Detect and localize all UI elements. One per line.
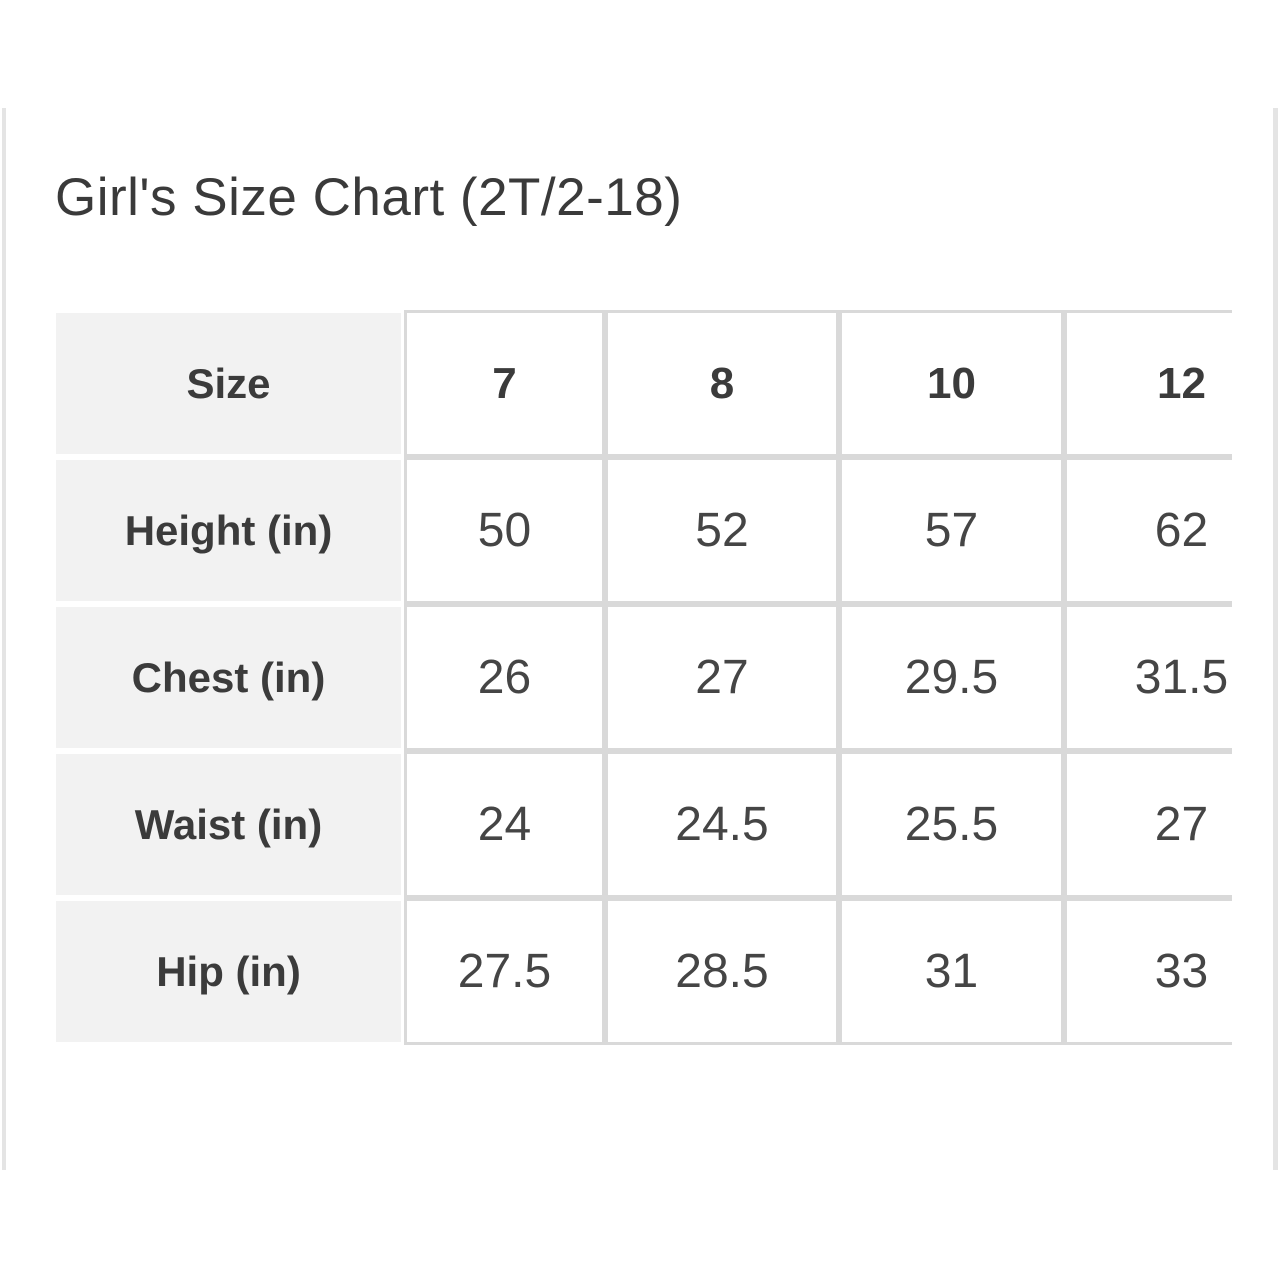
size-value-cell: 27.5 (404, 898, 605, 1045)
column-header-size-12: 12 (1064, 310, 1232, 457)
column-header-size-10: 10 (839, 310, 1064, 457)
row-label: Hip (in) (53, 898, 404, 1045)
size-value-cell: 31.5 (1064, 604, 1232, 751)
page-title: Girl's Size Chart (2T/2-18) (55, 168, 683, 227)
size-value-cell: 28.5 (605, 898, 839, 1045)
column-header-size-7: 7 (404, 310, 605, 457)
table-row: Chest (in) 26 27 29.5 31.5 (53, 604, 1232, 751)
size-value-cell: 52 (605, 457, 839, 604)
card-left-border (2, 108, 6, 1170)
row-label: Waist (in) (53, 751, 404, 898)
size-chart-scroll-area[interactable]: Size 7 8 10 12 Height (in) 50 52 57 62 Chest (in)… (53, 310, 1232, 1062)
size-value-cell: 24 (404, 751, 605, 898)
row-label: Chest (in) (53, 604, 404, 751)
size-value-cell: 50 (404, 457, 605, 604)
size-value-cell: 24.5 (605, 751, 839, 898)
size-value-cell: 27 (605, 604, 839, 751)
size-value-cell: 57 (839, 457, 1064, 604)
table-row: Waist (in) 24 24.5 25.5 27 (53, 751, 1232, 898)
size-value-cell: 27 (1064, 751, 1232, 898)
size-value-cell: 26 (404, 604, 605, 751)
size-value-cell: 25.5 (839, 751, 1064, 898)
row-label: Height (in) (53, 457, 404, 604)
table-row: Hip (in) 27.5 28.5 31 33 (53, 898, 1232, 1045)
size-value-cell: 62 (1064, 457, 1232, 604)
size-chart-table: Size 7 8 10 12 Height (in) 50 52 57 62 Chest (in)… (53, 310, 1232, 1045)
size-chart-header-row: Size 7 8 10 12 (53, 310, 1232, 457)
size-value-cell: 31 (839, 898, 1064, 1045)
size-chart-corner-header: Size (53, 310, 404, 457)
size-value-cell: 29.5 (839, 604, 1064, 751)
column-header-size-8: 8 (605, 310, 839, 457)
size-value-cell: 33 (1064, 898, 1232, 1045)
table-row: Height (in) 50 52 57 62 (53, 457, 1232, 604)
card-right-border (1273, 108, 1278, 1170)
